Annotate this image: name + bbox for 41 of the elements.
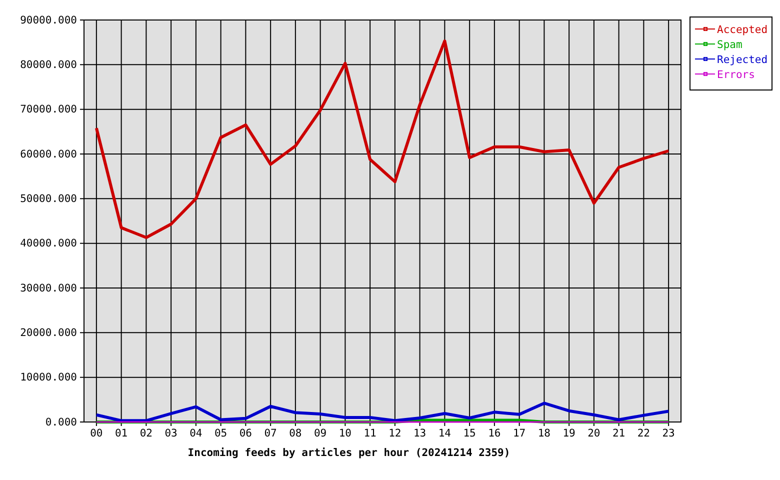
x-tick-label: 22 bbox=[637, 427, 650, 440]
x-tick-label: 04 bbox=[190, 427, 202, 440]
x-tick-label: 21 bbox=[612, 427, 626, 440]
y-tick-label: 30000.000 bbox=[20, 282, 77, 294]
y-tick-label: 60000.000 bbox=[20, 148, 77, 160]
x-tick-label: 12 bbox=[388, 427, 402, 440]
x-tick-label: 23 bbox=[662, 427, 675, 440]
x-tick-label: 07 bbox=[264, 427, 277, 440]
x-tick-label: 17 bbox=[512, 427, 526, 440]
y-tick-label: 90000.000 bbox=[20, 14, 77, 26]
y-tick-label: 20000.000 bbox=[20, 327, 77, 340]
y-tick-label: 50000.000 bbox=[20, 193, 77, 206]
legend-label: Spam bbox=[717, 39, 742, 51]
y-tick-label: 0.000 bbox=[45, 416, 77, 428]
x-tick-label: 20 bbox=[588, 427, 600, 440]
y-tick-label: 80000.000 bbox=[20, 59, 77, 72]
x-tick-label: 19 bbox=[562, 427, 576, 440]
x-tick-label: 13 bbox=[413, 427, 426, 440]
line-series bbox=[94, 402, 670, 422]
x-tick-label: 03 bbox=[164, 427, 178, 440]
x-tick-label: 05 bbox=[214, 427, 228, 440]
line-series bbox=[94, 39, 670, 240]
y-tick-label: 70000.000 bbox=[20, 104, 77, 116]
x-tick-label: 14 bbox=[438, 427, 452, 440]
x-axis-title: Incoming feeds by articles per hour (20241214 2359) bbox=[188, 447, 510, 459]
x-tick-label: 06 bbox=[239, 427, 252, 440]
x-tick-label: 10 bbox=[338, 427, 352, 440]
x-tick-label: 08 bbox=[289, 427, 302, 440]
legend-label: Rejected bbox=[717, 54, 768, 66]
y-tick-label: 10000.000 bbox=[20, 372, 77, 384]
x-tick-label: 00 bbox=[90, 427, 103, 440]
x-tick-label: 11 bbox=[364, 427, 376, 440]
x-tick-label: 02 bbox=[140, 427, 153, 440]
legend-label: Errors bbox=[717, 69, 755, 81]
y-tick-label: 40000.000 bbox=[20, 238, 77, 250]
x-tick-label: 15 bbox=[463, 427, 476, 440]
x-tick-label: 18 bbox=[538, 427, 551, 440]
x-tick-label: 09 bbox=[314, 427, 327, 440]
legend-label: Accepted bbox=[717, 24, 768, 36]
x-tick-label: 16 bbox=[488, 427, 501, 440]
x-tick-label: 01 bbox=[114, 427, 128, 440]
